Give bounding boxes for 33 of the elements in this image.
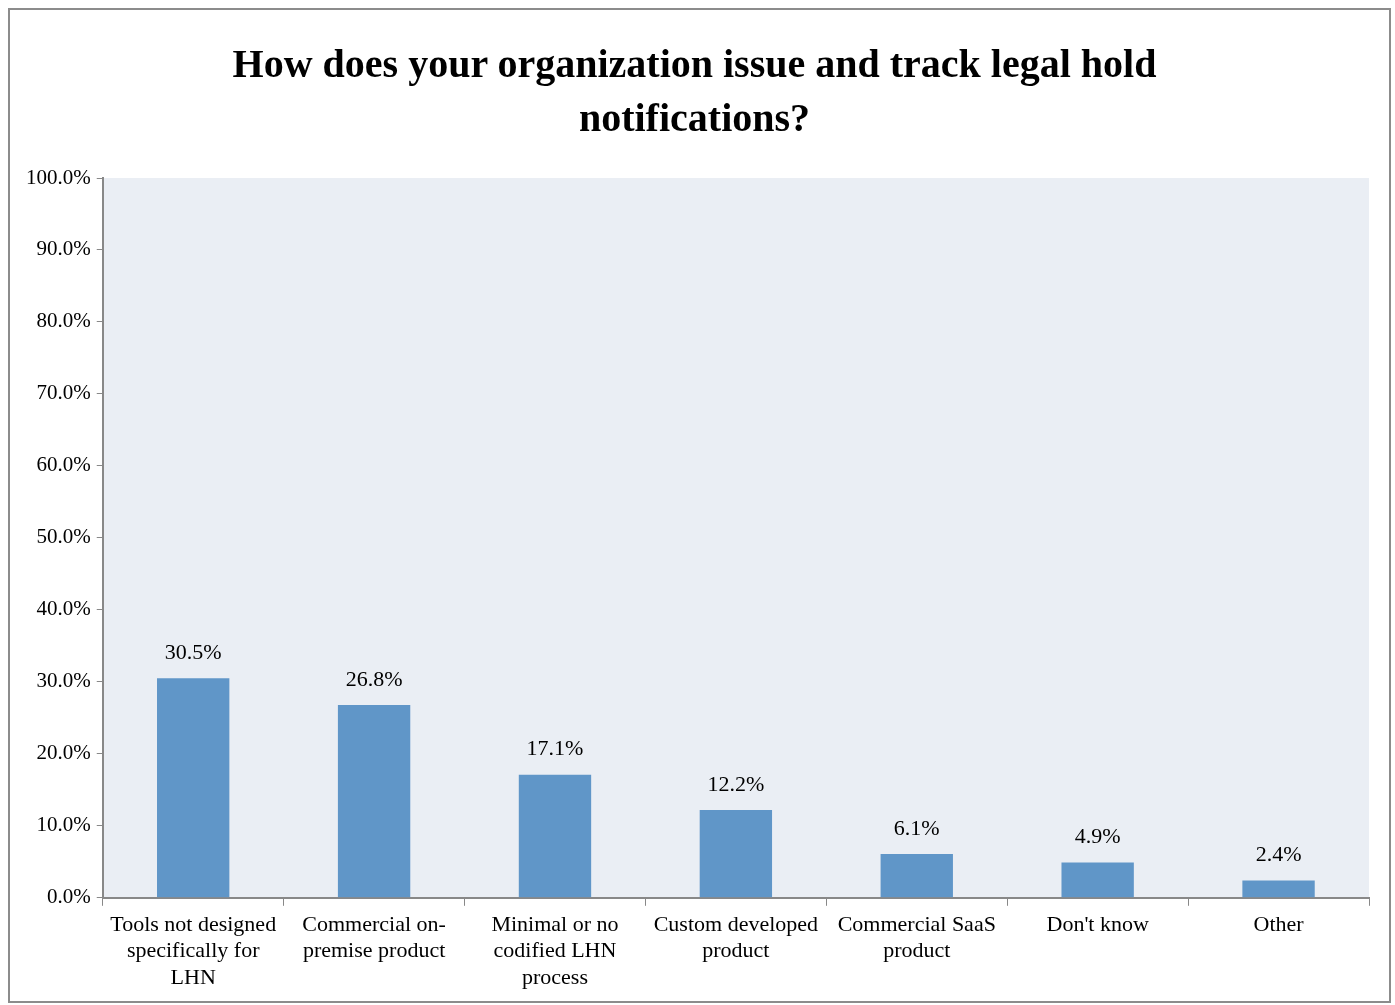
y-tick-label: 0.0%	[46, 884, 91, 909]
data-label: 12.2%	[707, 770, 765, 796]
x-tick-label: Custom developed product	[653, 910, 819, 963]
y-tick-label: 70.0%	[36, 380, 91, 405]
data-label: 2.4%	[1255, 841, 1302, 867]
y-tick-label: 30.0%	[36, 668, 91, 693]
bar	[699, 809, 773, 898]
y-tick-label: 10.0%	[36, 812, 91, 837]
bar	[157, 678, 230, 898]
x-tick-label: Minimal or no codified LHN process	[491, 910, 619, 989]
bar	[1242, 880, 1315, 898]
bar	[1061, 862, 1134, 898]
x-tick-label: Commercial on-premise product	[302, 910, 446, 963]
x-tick-label: Tools not designed specifically for LHN	[110, 910, 277, 989]
bar	[337, 704, 411, 898]
data-label: 30.5%	[164, 639, 222, 665]
data-label: 26.8%	[345, 665, 403, 691]
x-tick-label: Don't know	[1046, 910, 1149, 936]
y-tick-label: 80.0%	[36, 308, 91, 333]
chart-title: How does your organization issue and track legal hold notifications?	[232, 41, 1157, 141]
data-label: 6.1%	[893, 814, 940, 840]
y-tick-label: 90.0%	[36, 236, 91, 261]
y-tick-label: 100.0%	[25, 164, 91, 189]
y-tick-label: 50.0%	[36, 524, 91, 549]
bar	[880, 853, 953, 898]
data-label: 17.1%	[526, 735, 584, 761]
y-tick-label: 20.0%	[36, 740, 91, 765]
y-tick-label: 60.0%	[36, 452, 91, 477]
x-tick-label: Commercial SaaS product	[837, 910, 996, 963]
y-tick-label: 40.0%	[36, 596, 91, 621]
data-label: 4.9%	[1074, 823, 1121, 849]
bar	[518, 774, 592, 898]
x-tick-label: Other	[1253, 910, 1305, 936]
